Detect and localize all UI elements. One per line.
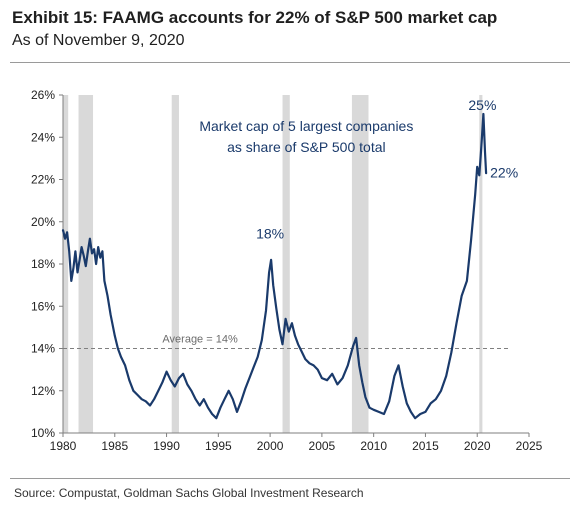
footer-divider [10,478,570,479]
x-tick-label: 2020 [464,439,491,453]
x-tick-label: 2015 [412,439,439,453]
annotation-group: Market cap of 5 largest companies as shar… [199,97,518,242]
y-tick-label: 14% [31,342,55,356]
x-tick-label: 2010 [360,439,387,453]
chart-axes: 10% 12% 14% 16% 18% 20% 22% 24% 26% 1980 1985 1990 1… [31,88,543,453]
x-tick-label: 2025 [516,439,543,453]
y-tick-label: 18% [31,257,55,271]
y-tick-label: 20% [31,215,55,229]
x-tick-label: 2000 [257,439,284,453]
x-tick-label: 1990 [153,439,180,453]
recession-band [63,95,69,433]
data-label: 25% [468,97,496,113]
x-tick-label: 2005 [309,439,336,453]
y-tick-label: 26% [31,88,55,102]
average-label: Average = 14% [162,334,238,346]
chart-title: Exhibit 15: FAAMG accounts for 22% of S&… [12,8,498,27]
series-description-label: Market cap of 5 largest companies [199,118,413,134]
recession-band [479,95,483,433]
y-tick-label: 10% [31,426,55,440]
series-line [61,112,488,420]
average-line-group: Average = 14% [63,334,511,349]
chart-subtitle: As of November 9, 2020 [12,32,185,49]
x-tick-label: 1985 [101,439,128,453]
y-tick-label: 16% [31,299,55,313]
source-note: Source: Compustat, Goldman Sachs Global … [14,486,364,500]
series-group [61,112,488,420]
x-tick-label: 1995 [205,439,232,453]
y-tick-label: 12% [31,384,55,398]
recession-band [282,95,290,433]
x-tick-label: 1980 [50,439,77,453]
header-divider [10,62,570,63]
data-label: 18% [256,226,284,242]
y-tick-label: 24% [31,130,55,144]
recession-band [171,95,179,433]
data-label: 22% [490,164,518,180]
y-tick-label: 22% [31,173,55,187]
series-description-label: as share of S&P 500 total [227,139,386,155]
